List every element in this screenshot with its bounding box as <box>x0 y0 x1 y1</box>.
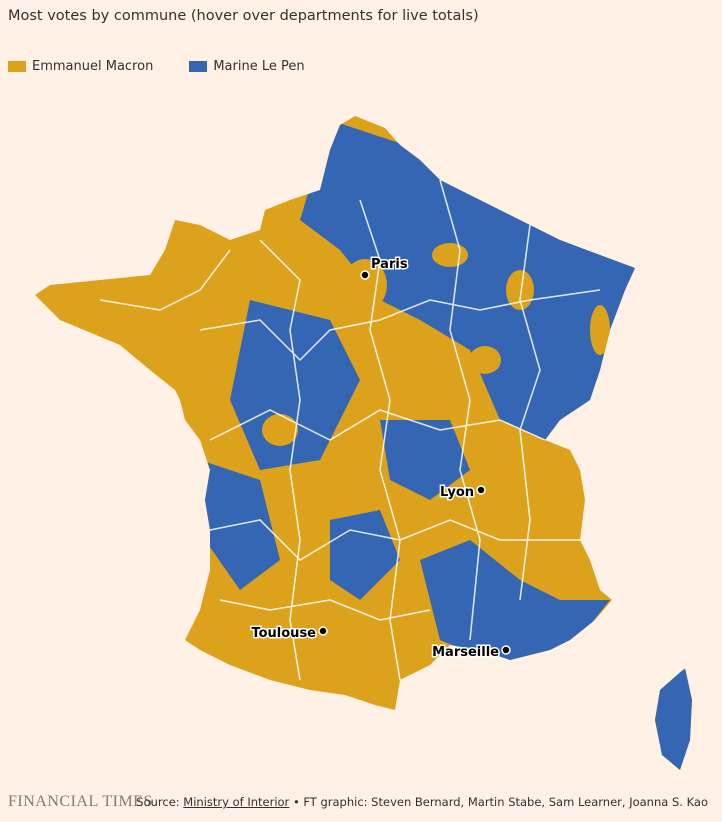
legend: Emmanuel Macron Marine Le Pen <box>8 59 305 74</box>
macron-patch <box>343 259 387 311</box>
legend-label: Emmanuel Macron <box>32 59 154 74</box>
le-pen-area <box>330 510 400 600</box>
border <box>209 409 546 441</box>
legend-swatch <box>189 61 208 72</box>
border <box>439 179 481 641</box>
macron-patch <box>530 460 580 540</box>
border <box>99 249 231 311</box>
city-dot <box>360 270 370 280</box>
city-dot <box>318 626 328 636</box>
city-dot <box>476 485 486 495</box>
city-dot <box>501 645 511 655</box>
macron-patch <box>262 414 298 446</box>
border <box>519 224 541 601</box>
city-label: Paris <box>371 257 408 272</box>
city-label: Lyon <box>440 485 474 500</box>
legend-label: Marine Le Pen <box>213 59 305 74</box>
legend-item: Marine Le Pen <box>189 59 305 74</box>
city-label: Toulouse <box>251 626 316 641</box>
border <box>359 199 401 681</box>
macron-patch <box>432 243 468 267</box>
source-prefix: Source: <box>136 795 180 809</box>
le-pen-area <box>380 420 470 500</box>
credits: • FT graphic: Steven Bernard, Martin Sta… <box>292 795 708 809</box>
le-pen-area <box>420 540 610 665</box>
le-pen-area <box>300 120 640 440</box>
border <box>199 289 601 362</box>
department-borders <box>99 179 601 681</box>
le-pen-area <box>650 660 692 770</box>
macron-patch <box>469 346 501 374</box>
source: Source: Ministry of Interior • FT graphi… <box>136 795 708 809</box>
border <box>209 519 580 561</box>
logo: FINANCIAL TIMES <box>8 793 153 810</box>
le-pen-areas <box>200 120 692 770</box>
macron-patch <box>361 383 389 407</box>
macron-patch <box>590 305 610 355</box>
map: Paris Lyon Toulouse Marseille <box>35 116 692 770</box>
border <box>219 599 431 621</box>
title: Most votes by commune (hover over depart… <box>8 8 479 24</box>
legend-swatch <box>8 61 26 72</box>
legend-item: Emmanuel Macron <box>8 59 153 74</box>
source-link[interactable]: Ministry of Interior <box>183 795 290 809</box>
le-pen-area <box>200 460 280 590</box>
city-label: Marseille <box>432 645 499 660</box>
